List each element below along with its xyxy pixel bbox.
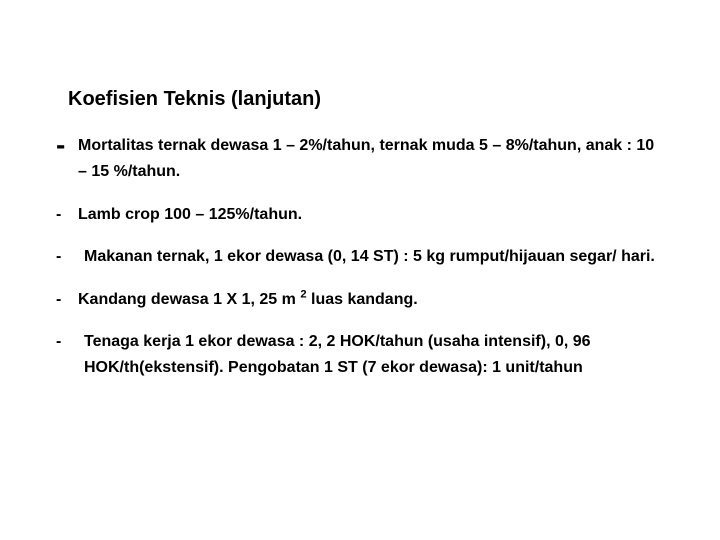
bullet-dash: - xyxy=(56,202,78,228)
list-item: - Makanan ternak, 1 ekor dewasa (0, 14 S… xyxy=(56,244,664,270)
item-text: Kandang dewasa 1 X 1, 25 m 2 luas kandan… xyxy=(78,287,664,313)
bullet-dash: - xyxy=(56,329,78,355)
item-text: Makanan ternak, 1 ekor dewasa (0, 14 ST)… xyxy=(78,244,664,270)
list-item: - Tenaga kerja 1 ekor dewasa : 2, 2 HOK/… xyxy=(56,329,664,382)
bullet-dash: - xyxy=(56,244,78,270)
item-text: Lamb crop 100 – 125%/tahun. xyxy=(78,202,664,228)
list-item: - Kandang dewasa 1 X 1, 25 m 2 luas kand… xyxy=(56,287,664,313)
page-title: Koefisien Teknis (lanjutan) xyxy=(68,88,664,111)
item-text: Tenaga kerja 1 ekor dewasa : 2, 2 HOK/ta… xyxy=(78,329,664,382)
bullet-dash: - xyxy=(56,131,78,159)
list-item: - Lamb crop 100 – 125%/tahun. xyxy=(56,202,664,228)
list-item: - Mortalitas ternak dewasa 1 – 2%/tahun,… xyxy=(56,133,664,186)
bullet-dash: - xyxy=(56,287,78,313)
item-text: Mortalitas ternak dewasa 1 – 2%/tahun, t… xyxy=(78,133,664,186)
